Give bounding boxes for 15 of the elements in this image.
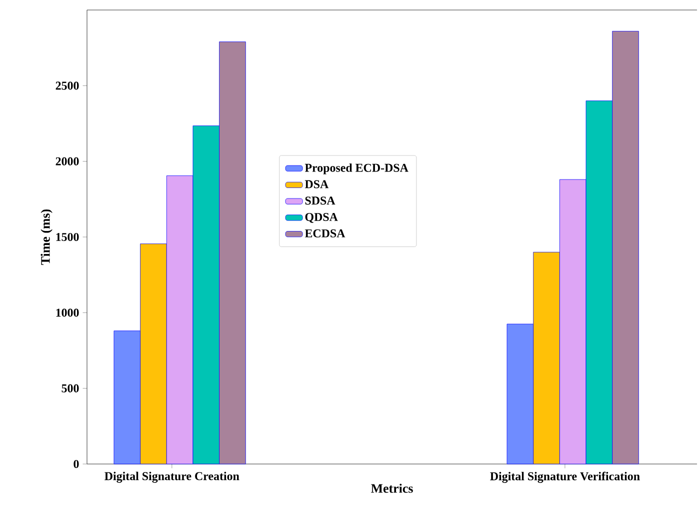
y-tick-label: 1500 xyxy=(56,232,79,242)
x-tick-label: Digital Signature Creation xyxy=(104,472,240,483)
legend-label: SDSA xyxy=(305,196,336,205)
y-axis-title: Time (ms) xyxy=(40,209,52,265)
x-tick-label: Digital Signature Verification xyxy=(490,472,640,483)
y-tick-label: 2500 xyxy=(56,82,79,90)
y-tick-label: 0 xyxy=(74,460,79,468)
legend-label: DSA xyxy=(304,180,329,188)
legend-label: Proposed ECD-DSA xyxy=(304,163,408,174)
legend-label: ECDSA xyxy=(304,229,346,238)
y-tick-label: 2000 xyxy=(56,157,79,166)
y-tick-label: 1000 xyxy=(56,308,79,317)
y-tick-label: 500 xyxy=(62,384,79,392)
legend-label: QDSA xyxy=(305,212,338,223)
x-axis-title: Metrics xyxy=(371,484,413,493)
